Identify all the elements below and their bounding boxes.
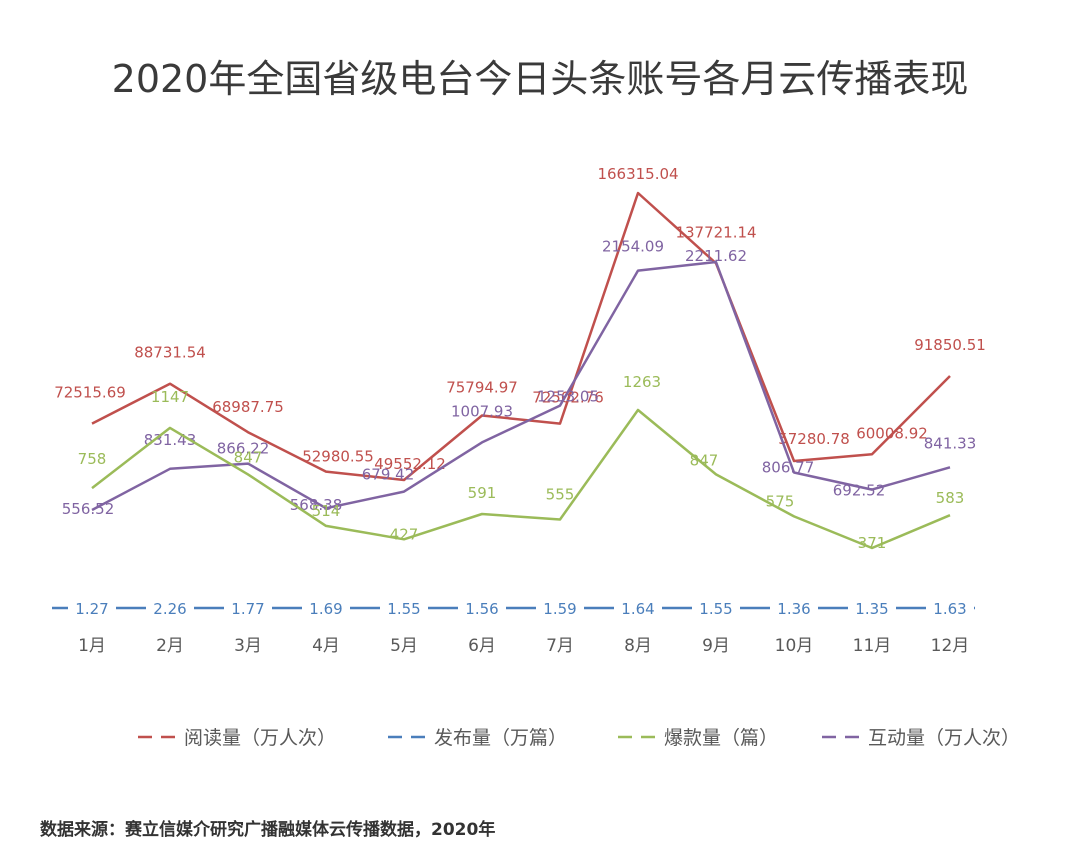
- series-reads: 72515.69 88731.54 68987.75 52980.55 49552.12…: [54, 165, 986, 482]
- x-tick-label: 9月: [702, 636, 730, 656]
- data-label: 841.33: [924, 434, 977, 452]
- data-label-bg: [614, 598, 662, 618]
- data-label: 1.77: [231, 600, 264, 618]
- series-line: [91, 191, 951, 482]
- data-label: 847: [234, 448, 263, 466]
- data-label: 1253.05: [537, 388, 599, 406]
- legend-label: 互动量（万人次）: [868, 727, 1020, 749]
- data-label: 1147: [151, 388, 189, 406]
- x-tick-label: 12月: [931, 636, 970, 656]
- data-label: 866.22: [217, 440, 270, 458]
- x-axis: 1月 2月 3月 4月 5月 6月 7月 8月 9月 10月 11月 12月: [78, 636, 969, 656]
- data-label: 72502.76: [532, 389, 604, 407]
- data-label: 583: [936, 489, 965, 507]
- legend-item: 互动量（万人次）: [822, 727, 1020, 749]
- data-label: 692.52: [833, 482, 886, 500]
- x-tick-label: 8月: [624, 636, 652, 656]
- x-tick-label: 2月: [156, 636, 184, 656]
- x-tick-label: 5月: [390, 636, 418, 656]
- series-line: [91, 408, 951, 550]
- data-label-bg: [458, 598, 506, 618]
- chart-title: 2020年全国省级电台今日头条账号各月云传播表现: [111, 57, 969, 101]
- data-label: 91850.51: [914, 336, 986, 354]
- data-label: 1.64: [621, 600, 654, 618]
- data-label: 555: [546, 486, 575, 504]
- data-label: 1.59: [543, 600, 576, 618]
- data-label: 1.69: [309, 600, 342, 618]
- x-tick-label: 4月: [312, 636, 340, 656]
- data-label: 68987.75: [212, 398, 284, 416]
- data-label: 52980.55: [302, 448, 374, 466]
- x-tick-label: 3月: [234, 636, 262, 656]
- data-label-bg: [536, 598, 584, 618]
- data-label: 371: [858, 534, 887, 552]
- data-label: 2154.09: [602, 238, 664, 256]
- x-tick-label: 7月: [546, 636, 574, 656]
- data-label: 72515.69: [54, 384, 126, 402]
- x-tick-label: 1月: [78, 636, 106, 656]
- legend-label: 发布量（万篇）: [434, 727, 567, 749]
- x-tick-label: 11月: [853, 636, 892, 656]
- data-source-note: 数据来源：赛立信媒介研究广播融媒体云传播数据，2020年: [40, 820, 496, 840]
- data-label: 2.26: [153, 600, 186, 618]
- data-label: 1.55: [699, 600, 732, 618]
- series-viral: 758 1147 847 514 427 591 555 1263 847 575 371 583: [78, 373, 965, 552]
- x-tick-label: 6月: [468, 636, 496, 656]
- data-label: 1007.93: [451, 402, 513, 420]
- data-label-bg: [692, 598, 740, 618]
- series-line: [91, 260, 951, 512]
- series-posts: 1.27 2.26 1.77 1.69 1.55 1.56 1.59 1.64 1.55 1.36…: [52, 598, 975, 618]
- data-label: 2211.62: [685, 247, 747, 265]
- data-label: 1263: [623, 373, 661, 391]
- data-label: 847: [690, 451, 719, 469]
- data-label: 679.42: [362, 466, 415, 484]
- data-label: 556.52: [62, 500, 115, 518]
- data-label: 1.56: [465, 600, 498, 618]
- data-label-bg: [68, 598, 116, 618]
- legend-item: 发布量（万篇）: [388, 727, 567, 749]
- data-label-bg: [224, 598, 272, 618]
- legend-label: 爆款量（篇）: [664, 727, 778, 749]
- data-label-bg: [380, 598, 428, 618]
- data-label: 1.35: [855, 600, 888, 618]
- data-label: 591: [468, 484, 497, 502]
- legend-item: 爆款量（篇）: [618, 727, 778, 749]
- data-label-bg: [848, 598, 896, 618]
- data-label: 1.63: [933, 600, 966, 618]
- data-label-bg: [146, 598, 194, 618]
- data-label: 575: [766, 492, 795, 510]
- legend-item: 阅读量（万人次）: [138, 727, 336, 749]
- data-label: 427: [390, 525, 419, 543]
- data-label: 806.77: [762, 459, 815, 477]
- data-label: 60008.92: [856, 424, 928, 442]
- data-label: 514: [312, 502, 341, 520]
- data-label: 758: [78, 450, 107, 468]
- data-label-bg: [770, 598, 818, 618]
- legend-label: 阅读量（万人次）: [184, 727, 336, 749]
- data-label: 57280.78: [778, 430, 850, 448]
- data-label: 88731.54: [134, 344, 206, 362]
- data-label: 75794.97: [446, 378, 518, 396]
- legend: 阅读量（万人次） 发布量（万篇） 爆款量（篇） 互动量（万人次）: [138, 727, 1020, 749]
- data-label: 1.27: [75, 600, 108, 618]
- data-label: 1.36: [777, 600, 810, 618]
- data-label-bg: [926, 598, 974, 618]
- data-label-bg: [302, 598, 350, 618]
- data-label: 137721.14: [675, 223, 756, 241]
- data-label: 1.55: [387, 600, 420, 618]
- data-label: 49552.12: [374, 455, 446, 473]
- x-tick-label: 10月: [775, 636, 814, 656]
- data-label: 166315.04: [597, 165, 678, 183]
